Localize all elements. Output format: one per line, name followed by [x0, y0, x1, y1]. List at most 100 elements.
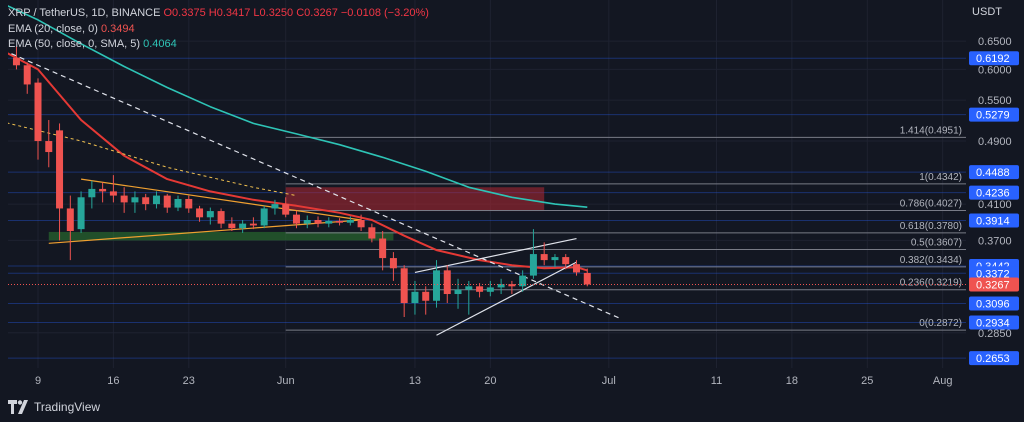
candle-body — [562, 257, 570, 265]
candle-bullish[interactable] — [260, 205, 268, 229]
legend-ema50-row[interactable]: EMA (50, close, 0, SMA, 5) 0.4064 — [8, 37, 429, 53]
candle-bullish[interactable] — [77, 191, 85, 233]
candle-bearish[interactable] — [583, 268, 591, 287]
candle-body — [465, 286, 473, 290]
candle-bearish[interactable] — [314, 216, 322, 228]
candle-bearish[interactable] — [476, 283, 484, 298]
candle-bullish[interactable] — [346, 216, 354, 226]
candle-body — [497, 284, 505, 288]
descending-trendline[interactable] — [0, 47, 620, 319]
price-axis-tick: 0.6000 — [978, 64, 1012, 76]
candle-bearish[interactable] — [389, 252, 397, 281]
candle-bearish[interactable] — [56, 123, 64, 241]
candle-bullish[interactable] — [411, 280, 419, 315]
candle-bullish[interactable] — [131, 191, 139, 213]
candle-bearish[interactable] — [357, 214, 365, 231]
candle-bearish[interactable] — [163, 193, 171, 213]
candle-bearish[interactable] — [368, 223, 376, 243]
candle-bearish[interactable] — [23, 62, 31, 94]
candle-bearish[interactable] — [217, 208, 225, 229]
candle-bearish[interactable] — [142, 193, 150, 211]
ema50-line[interactable] — [0, 0, 588, 208]
candle-bullish[interactable] — [432, 260, 440, 308]
resistance-zone[interactable] — [285, 187, 545, 212]
candle-bullish[interactable] — [239, 219, 247, 233]
candle-bearish[interactable] — [185, 195, 193, 213]
price-tag-bg — [969, 107, 1019, 122]
candle-bearish[interactable] — [109, 175, 117, 203]
wedge-lower[interactable] — [436, 261, 577, 336]
candle-bearish[interactable] — [400, 265, 408, 318]
price-axis[interactable]: 0.6500 0.6000 0.5500 0.4900 0.4100 0.3700 0.28… — [966, 0, 1024, 390]
candle-bearish[interactable] — [540, 242, 548, 266]
candle-bearish[interactable] — [45, 120, 53, 168]
candle-bearish[interactable] — [573, 260, 580, 276]
candle-bearish[interactable] — [34, 78, 42, 160]
candle-bullish[interactable] — [465, 280, 473, 315]
candle-bearish[interactable] — [282, 197, 290, 218]
price-level-tag[interactable]: 0.6192 — [969, 51, 1019, 66]
price-level-tag[interactable]: 0.2653 — [969, 351, 1019, 366]
time-axis-tick: 23 — [183, 375, 195, 387]
candle-bearish[interactable] — [196, 205, 204, 222]
triangle-lower[interactable] — [48, 219, 362, 244]
candle-body — [454, 289, 462, 295]
current-price-tag[interactable]: 0.3267 — [969, 277, 1019, 292]
candle-bullish[interactable] — [152, 191, 160, 209]
candle-bearish[interactable] — [508, 280, 516, 295]
legend-ema20-row[interactable]: EMA (20, close, 0) 0.3494 — [8, 22, 429, 38]
candle-bullish[interactable] — [174, 195, 182, 212]
price-tag-bg — [969, 213, 1019, 228]
price-level-tag[interactable]: 0.3372 — [969, 266, 1019, 281]
price-tag-bg — [969, 315, 1019, 330]
wedge-upper[interactable] — [414, 237, 577, 274]
time-axis[interactable]: 9 16 23 Jun 13 20 Jul 11 18 25 Aug — [35, 375, 953, 387]
candle-bullish[interactable] — [271, 199, 279, 215]
candle-bullish[interactable] — [88, 180, 96, 209]
price-level-tag[interactable]: 0.4488 — [969, 165, 1019, 180]
candle-bearish[interactable] — [12, 46, 20, 70]
candle-bearish[interactable] — [292, 211, 300, 229]
candle-bullish[interactable] — [529, 229, 537, 279]
candle-bullish[interactable] — [497, 278, 505, 295]
candle-bullish[interactable] — [206, 207, 214, 225]
ema50-value: 0.4064 — [143, 38, 177, 50]
candle-bearish[interactable] — [422, 286, 430, 315]
candle-bearish[interactable] — [443, 265, 451, 304]
candle-bullish[interactable] — [519, 270, 527, 292]
candle-bearish[interactable] — [336, 218, 344, 226]
candle-bullish[interactable] — [551, 254, 559, 268]
candle-bearish[interactable] — [379, 230, 387, 271]
ema20-line[interactable] — [0, 47, 588, 272]
candle-body — [357, 219, 365, 228]
candle-body — [476, 286, 484, 292]
candle-bearish[interactable] — [99, 182, 107, 203]
candle-bearish[interactable] — [66, 195, 74, 261]
candle-bullish[interactable] — [303, 215, 311, 229]
candle-body — [217, 211, 225, 224]
candle-bearish[interactable] — [249, 217, 257, 230]
symbol-label[interactable]: XRP / TetherUS, 1D, BINANCE — [8, 7, 161, 19]
candle-body — [206, 211, 214, 218]
price-level-tag[interactable]: 0.2934 — [969, 315, 1019, 330]
candle-bullish[interactable] — [325, 217, 333, 228]
currency-label[interactable]: USDT — [972, 6, 1002, 18]
price-level-tag[interactable]: 0.3096 — [969, 296, 1019, 311]
price-level-tag[interactable]: 0.4236 — [969, 185, 1019, 200]
support-zone[interactable] — [48, 231, 394, 241]
price-tag-label: 0.3372 — [976, 268, 1010, 280]
triangle-upper[interactable] — [80, 178, 362, 221]
tradingview-logo[interactable]: TradingView — [8, 400, 100, 414]
candle-bullish[interactable] — [486, 280, 494, 297]
candle-bearish[interactable] — [120, 187, 128, 213]
price-level-tag[interactable]: 0.5279 — [969, 107, 1019, 122]
candle-body — [45, 141, 53, 153]
price-tag-label: 0.4488 — [976, 167, 1010, 179]
candle-bearish[interactable] — [562, 254, 570, 270]
plot-area[interactable]: 1.414(0.4951) 1(0.4342) 0.786(0.4027) 0.618… — [0, 0, 966, 359]
candle-bearish[interactable] — [228, 217, 236, 231]
price-level-tag[interactable]: 0.3914 — [969, 213, 1019, 228]
candle-bullish[interactable] — [454, 278, 462, 309]
time-axis-tick: 20 — [484, 375, 496, 387]
